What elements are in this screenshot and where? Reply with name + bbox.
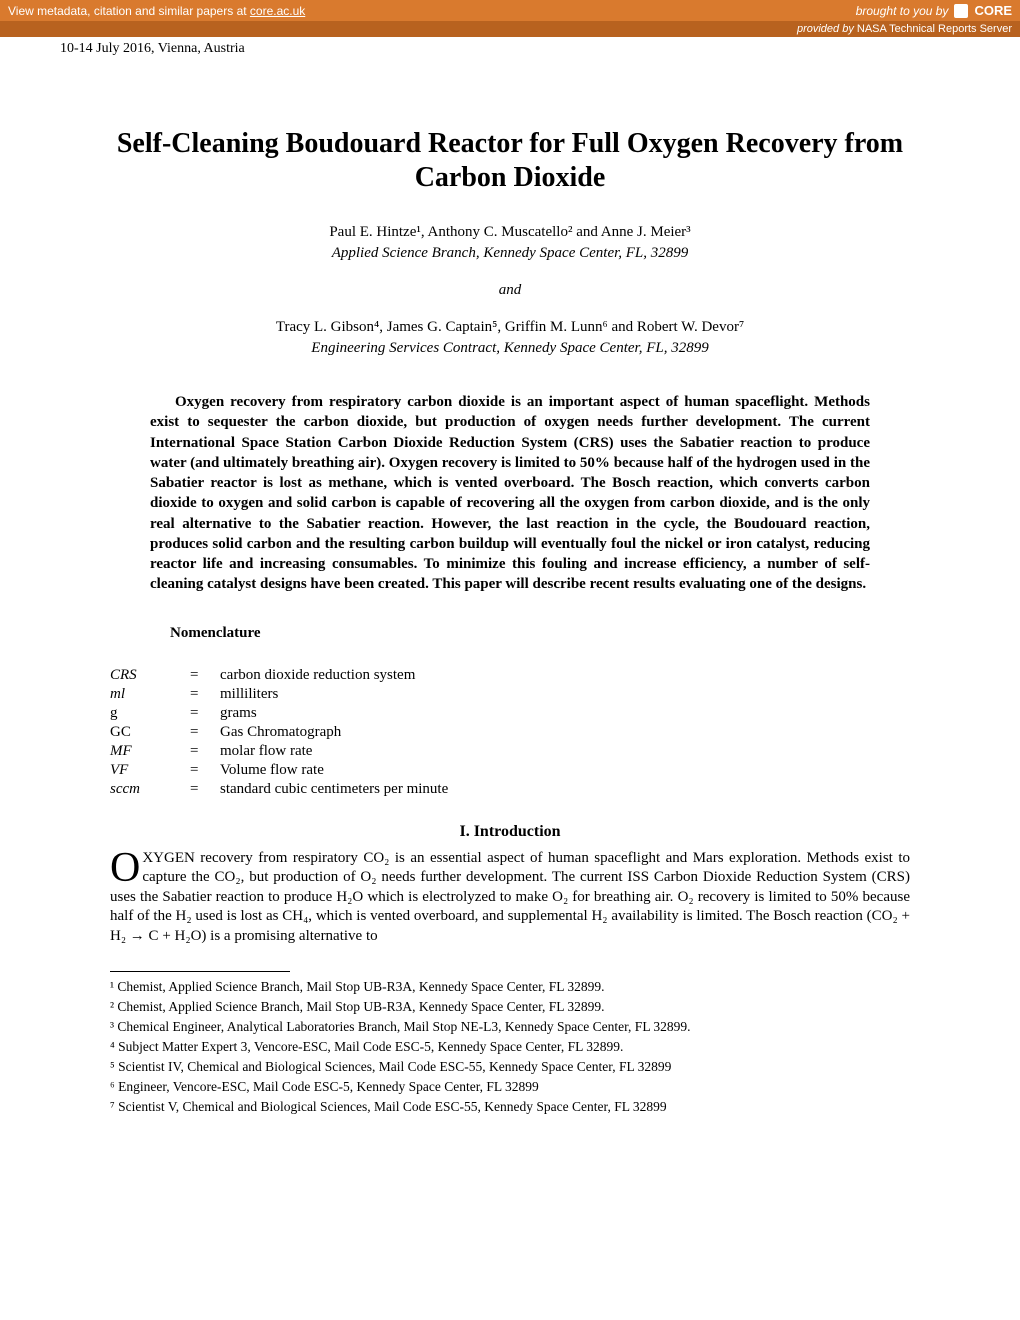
- nom-definition: Gas Chromatograph: [220, 724, 910, 741]
- nom-definition: molar flow rate: [220, 743, 910, 760]
- nom-symbol: VF: [110, 762, 190, 779]
- nom-definition: milliliters: [220, 686, 910, 703]
- nomenclature-heading: Nomenclature: [170, 625, 910, 642]
- nom-definition: carbon dioxide reduction system: [220, 667, 910, 684]
- authors-group-1: Paul E. Hintze¹, Anthony C. Muscatello² …: [110, 224, 910, 241]
- nom-symbol: g: [110, 705, 190, 722]
- affiliation-1: Applied Science Branch, Kennedy Space Ce…: [110, 245, 910, 262]
- footnote: ⁶ Engineer, Vencore-ESC, Mail Code ESC-5…: [110, 1078, 910, 1097]
- nom-equals: =: [190, 724, 220, 741]
- dropcap: O: [110, 849, 142, 885]
- nom-symbol: ml: [110, 686, 190, 703]
- nom-equals: =: [190, 781, 220, 798]
- nomenclature-row: ml = milliliters: [110, 686, 910, 703]
- nomenclature-row: g = grams: [110, 705, 910, 722]
- provided-by-banner: provided by NASA Technical Reports Serve…: [0, 21, 1020, 37]
- nom-definition: grams: [220, 705, 910, 722]
- footnotes: ¹ Chemist, Applied Science Branch, Mail …: [110, 978, 910, 1116]
- provided-by-source: NASA Technical Reports Server: [857, 23, 1012, 35]
- footnote: ¹ Chemist, Applied Science Branch, Mail …: [110, 978, 910, 997]
- introduction-paragraph: OXYGEN recovery from respiratory CO₂ is …: [110, 849, 910, 947]
- footnote: ⁴ Subject Matter Expert 3, Vencore-ESC, …: [110, 1038, 910, 1057]
- affiliation-2: Engineering Services Contract, Kennedy S…: [110, 340, 910, 357]
- paper-body: Self-Cleaning Boudouard Reactor for Full…: [0, 57, 1020, 1137]
- intro-text: XYGEN recovery from respiratory CO₂ is a…: [110, 850, 910, 944]
- banner-right: brought to you by CORE: [856, 3, 1012, 18]
- core-logo-icon: [954, 4, 968, 18]
- nom-definition: standard cubic centimeters per minute: [220, 781, 910, 798]
- nom-symbol: GC: [110, 724, 190, 741]
- nomenclature-row: sccm = standard cubic centimeters per mi…: [110, 781, 910, 798]
- nom-equals: =: [190, 705, 220, 722]
- paper-title: Self-Cleaning Boudouard Reactor for Full…: [110, 127, 910, 194]
- provided-by-prefix: provided by: [797, 23, 857, 35]
- core-logo-text: CORE: [974, 3, 1012, 18]
- nom-equals: =: [190, 667, 220, 684]
- abstract: Oxygen recovery from respiratory carbon …: [150, 392, 870, 595]
- footnote: ⁵ Scientist IV, Chemical and Biological …: [110, 1058, 910, 1077]
- nom-definition: Volume flow rate: [220, 762, 910, 779]
- footnote: ² Chemist, Applied Science Branch, Mail …: [110, 998, 910, 1017]
- footnote: ⁷ Scientist V, Chemical and Biological S…: [110, 1098, 910, 1117]
- core-link[interactable]: core.ac.uk: [250, 4, 305, 18]
- authors-connector: and: [110, 282, 910, 299]
- banner-left-text: View metadata, citation and similar pape…: [8, 4, 250, 18]
- nom-symbol: sccm: [110, 781, 190, 798]
- footnote: ³ Chemical Engineer, Analytical Laborato…: [110, 1018, 910, 1037]
- nomenclature-row: CRS = carbon dioxide reduction system: [110, 667, 910, 684]
- nomenclature-row: GC = Gas Chromatograph: [110, 724, 910, 741]
- nom-equals: =: [190, 762, 220, 779]
- conference-line: 10-14 July 2016, Vienna, Austria: [0, 37, 1020, 57]
- nom-symbol: CRS: [110, 667, 190, 684]
- footnote-rule: [110, 971, 290, 972]
- authors-group-2: Tracy L. Gibson⁴, James G. Captain⁵, Gri…: [110, 319, 910, 336]
- nomenclature-row: VF = Volume flow rate: [110, 762, 910, 779]
- core-banner: View metadata, citation and similar pape…: [0, 0, 1020, 21]
- nomenclature-table: CRS = carbon dioxide reduction system ml…: [110, 667, 910, 798]
- nom-symbol: MF: [110, 743, 190, 760]
- section-1-heading: I. Introduction: [110, 823, 910, 841]
- nom-equals: =: [190, 743, 220, 760]
- nomenclature-row: MF = molar flow rate: [110, 743, 910, 760]
- nom-equals: =: [190, 686, 220, 703]
- banner-left: View metadata, citation and similar pape…: [8, 4, 305, 18]
- abstract-text: Oxygen recovery from respiratory carbon …: [150, 394, 870, 592]
- brought-by-text: brought to you by: [856, 4, 949, 18]
